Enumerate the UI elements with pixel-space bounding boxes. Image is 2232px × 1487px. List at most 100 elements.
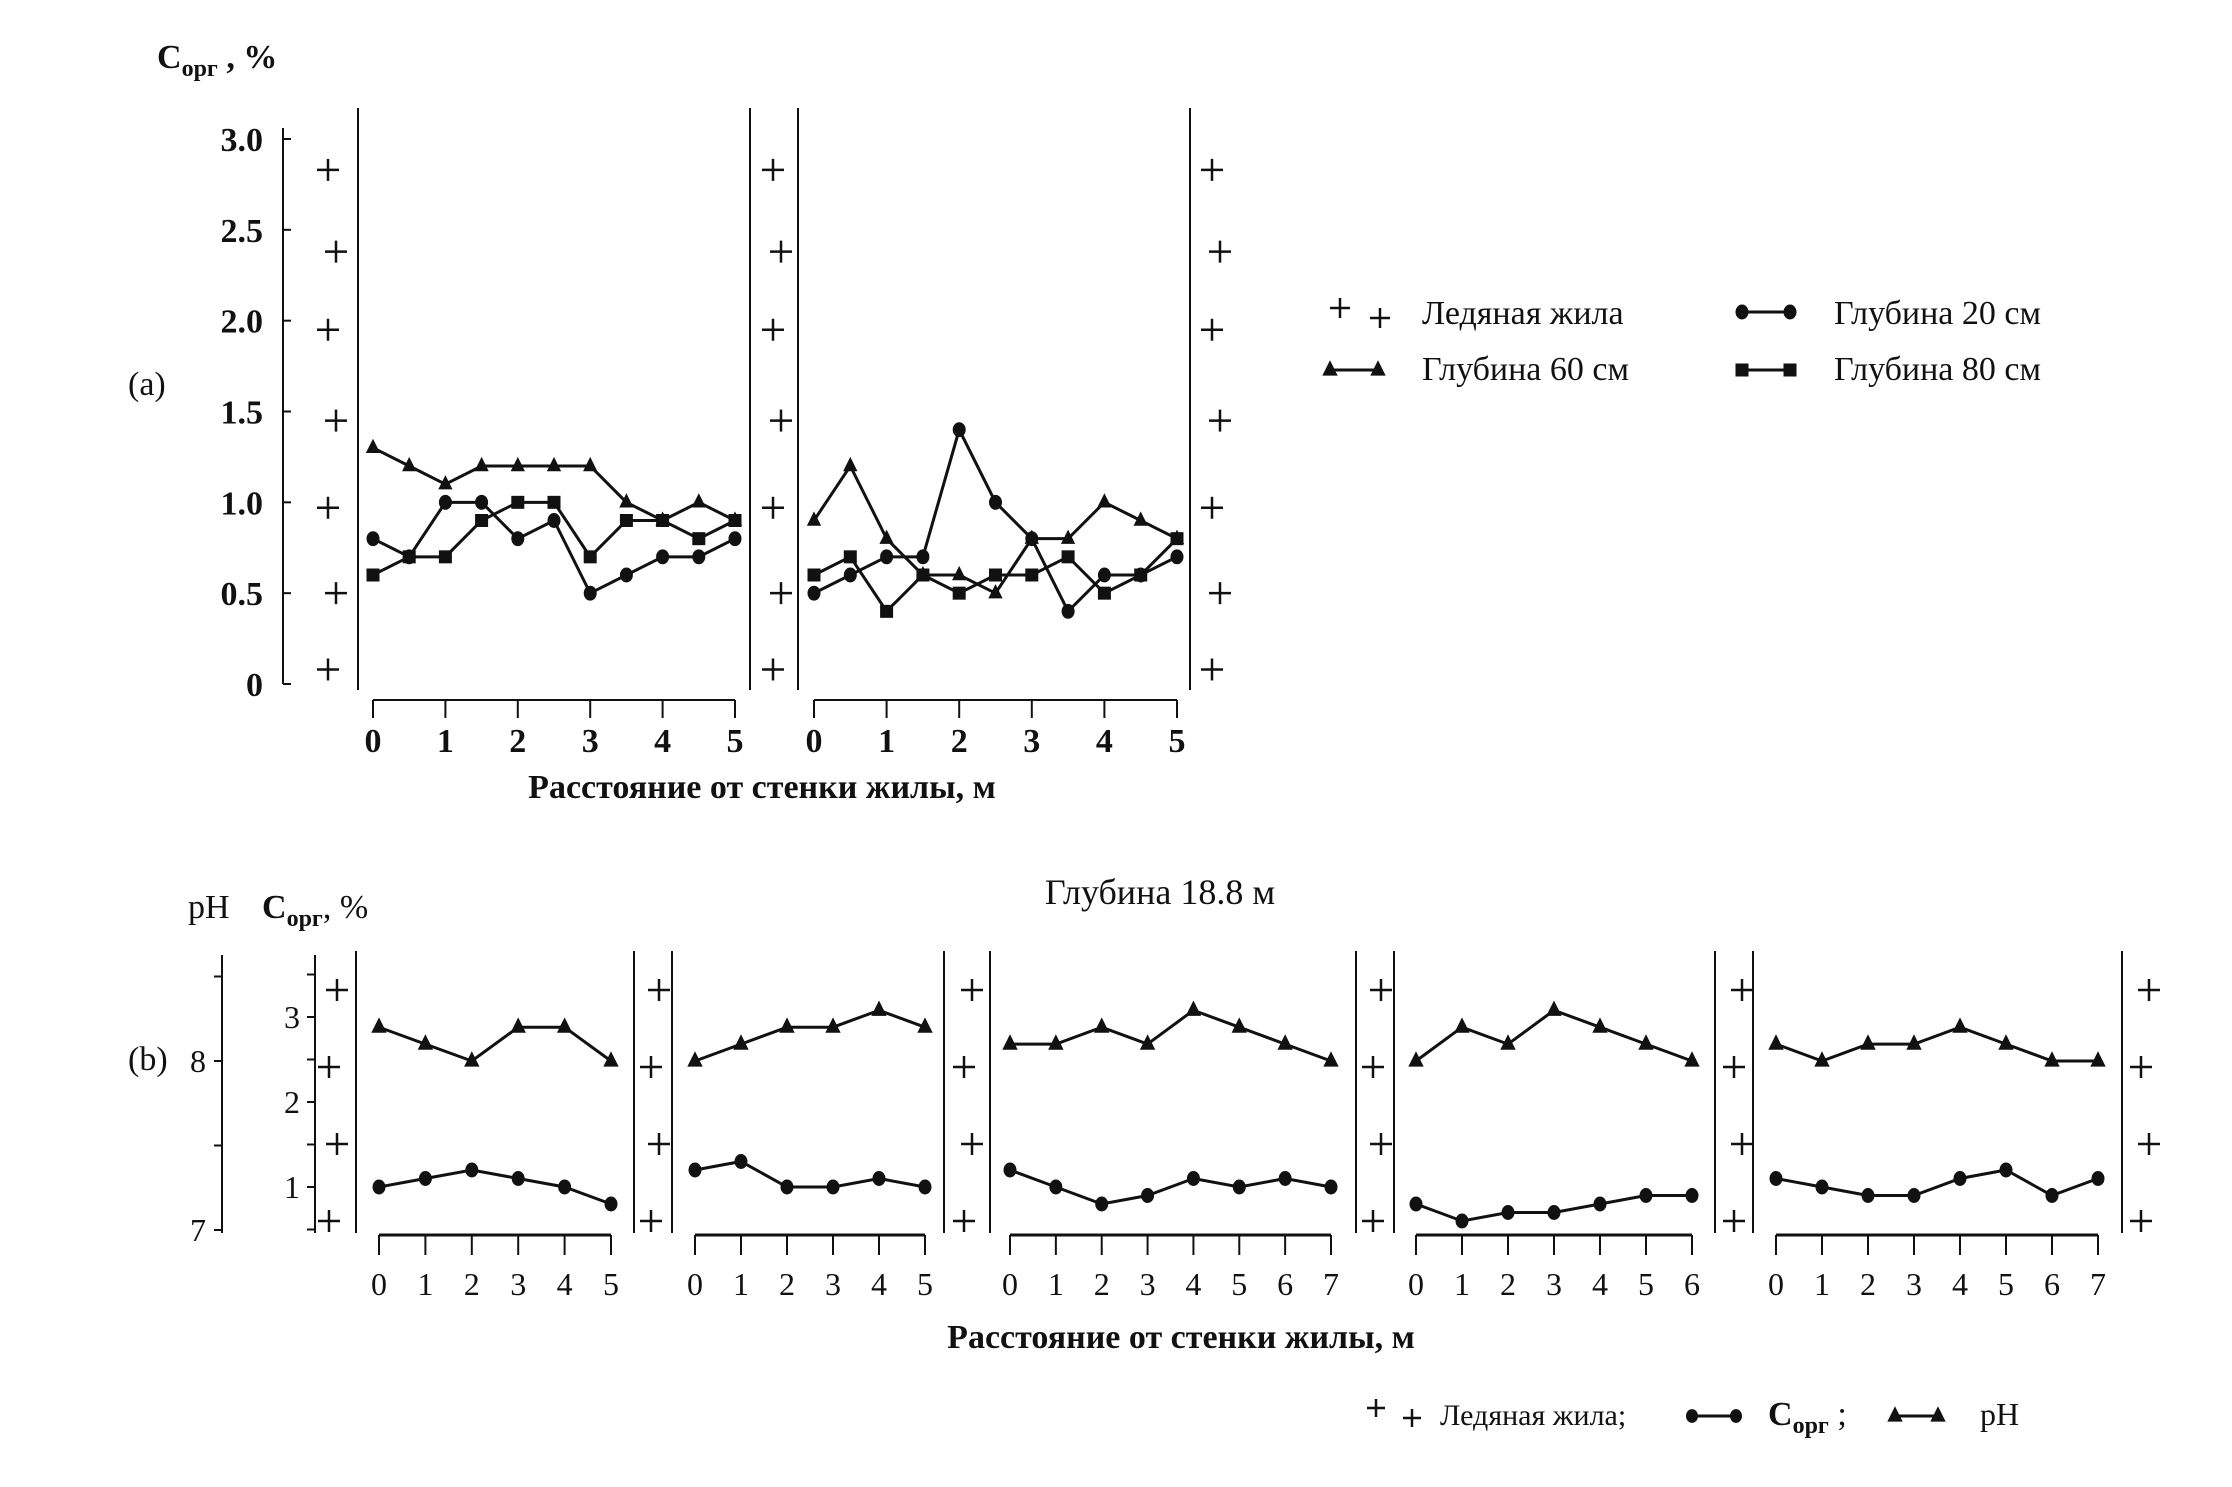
- series-ph: [1408, 1000, 1700, 1067]
- x-tick-label: 1: [437, 723, 454, 760]
- ice-wedge-plus-marker: [953, 1210, 975, 1232]
- data-point: [1133, 511, 1148, 526]
- x-tick-label: 3: [825, 1266, 841, 1302]
- series-line: [694, 1008, 926, 1063]
- data-point: [1061, 603, 1075, 619]
- x-tick-label: 5: [1638, 1266, 1654, 1302]
- panel-b-legend: Ледяная жила; Cорг ; pH: [1367, 1396, 2019, 1439]
- ice-wedge-plus-marker: [1209, 240, 1231, 263]
- data-point: [1952, 1017, 1968, 1033]
- data-point: [511, 495, 525, 509]
- series-line: [1010, 1008, 1332, 1063]
- data-point: [438, 550, 452, 564]
- ice-wedge-plus-marker: [770, 409, 792, 432]
- data-point: [843, 456, 858, 472]
- data-point: [558, 1179, 572, 1195]
- legend-plus-icon: [1367, 1399, 1385, 1417]
- data-point: [916, 549, 930, 565]
- data-point: [1003, 1162, 1017, 1178]
- data-point: [728, 514, 742, 527]
- data-point: [734, 1154, 748, 1169]
- ice-wedge-plus-marker: [318, 1056, 340, 1078]
- ice-wedge-plus-marker: [961, 979, 983, 1001]
- ice-wedge-plus-marker: [326, 1133, 348, 1155]
- data-point: [546, 456, 562, 472]
- data-point: [1684, 1051, 1700, 1067]
- data-point: [807, 585, 821, 601]
- ice-wedge-plus-marker: [325, 409, 347, 432]
- data-point: [2090, 1051, 2106, 1067]
- x-tick-label: 6: [1684, 1266, 1700, 1302]
- ice-wedge-plus-marker: [325, 240, 347, 263]
- data-point: [807, 568, 821, 582]
- data-point: [691, 493, 706, 508]
- ice-wedge-plus-marker: [762, 496, 784, 519]
- data-point: [1861, 1188, 1875, 1203]
- ice-wedge-plus-marker: [1209, 582, 1231, 605]
- data-point: [1048, 1034, 1064, 1050]
- legend-b-ph: pH: [1980, 1396, 2019, 1432]
- ice-wedge-plus-marker: [762, 658, 784, 681]
- data-point: [872, 1171, 886, 1186]
- data-point: [372, 1179, 386, 1195]
- data-point: [366, 531, 380, 547]
- panel-b-ylabel-ph: pH: [188, 889, 230, 926]
- data-point: [1546, 1000, 1562, 1016]
- x-tick-label: 2: [1094, 1266, 1110, 1302]
- data-point: [1134, 568, 1148, 582]
- data-point: [806, 511, 822, 526]
- data-point: [1593, 1196, 1607, 1212]
- ice-wedge-plus-marker: [640, 1210, 662, 1232]
- ice-wedge-plus-marker: [1723, 1056, 1745, 1078]
- x-tick-label: 4: [1952, 1266, 1968, 1302]
- data-point: [603, 1051, 619, 1067]
- data-point: [619, 567, 633, 583]
- ice-wedge-plus-marker: [2138, 1133, 2160, 1155]
- panel-b-xlabel: Расстояние от стенки жилы, м: [947, 1319, 1415, 1356]
- x-tick-label: 3: [510, 1266, 526, 1302]
- data-point: [1323, 1051, 1339, 1067]
- data-point: [402, 456, 417, 472]
- panel-a-label: (a): [128, 366, 166, 403]
- x-tick-label: 1: [1814, 1266, 1830, 1302]
- data-point: [1170, 532, 1184, 546]
- data-point: [916, 568, 930, 582]
- data-point: [583, 456, 598, 472]
- panel-a-ylabel: Cорг , %: [157, 39, 277, 82]
- x-tick-label: 0: [1768, 1266, 1784, 1302]
- data-point: [692, 549, 706, 565]
- data-point: [1500, 1034, 1516, 1050]
- series-ph: [687, 1000, 933, 1067]
- series-corg: [688, 1154, 932, 1195]
- data-point: [1455, 1213, 1469, 1229]
- ice-wedge-plus-marker: [762, 318, 784, 341]
- x-tick-label: 5: [1231, 1266, 1247, 1302]
- data-point: [1324, 1179, 1338, 1195]
- series-ph: [1768, 1017, 2106, 1067]
- series-ph: [371, 1017, 619, 1067]
- x-tick-label: 7: [1323, 1266, 1339, 1302]
- data-point: [989, 494, 1002, 510]
- data-point: [687, 1051, 703, 1067]
- legend-a-20: Глубина 20 см: [1834, 295, 2041, 332]
- legend-triangle-icon: [1887, 1406, 1903, 1422]
- data-point: [1277, 1034, 1293, 1050]
- data-point: [825, 1017, 841, 1033]
- data-point: [1769, 1171, 1783, 1186]
- data-point: [1061, 550, 1075, 564]
- data-point: [1097, 567, 1111, 583]
- x-tick-label: 4: [1096, 723, 1113, 760]
- data-point: [1814, 1051, 1830, 1067]
- ice-wedge-plus-marker: [770, 582, 792, 605]
- data-point: [952, 586, 966, 600]
- data-point: [465, 1162, 479, 1178]
- ice-wedge-plus-marker: [1201, 158, 1223, 181]
- x-tick-label: 6: [1277, 1266, 1293, 1302]
- data-point: [879, 529, 894, 544]
- series-line: [1775, 1025, 2098, 1063]
- data-point: [1094, 1017, 1110, 1033]
- legend-b-ice: Ледяная жила;: [1440, 1399, 1626, 1432]
